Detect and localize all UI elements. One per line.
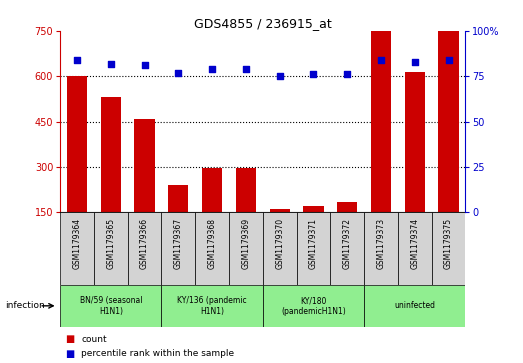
Text: infection: infection xyxy=(5,301,45,310)
Text: count: count xyxy=(81,335,107,344)
Text: GSM1179372: GSM1179372 xyxy=(343,218,352,269)
Bar xyxy=(438,31,459,212)
Text: KY/136 (pandemic
H1N1): KY/136 (pandemic H1N1) xyxy=(177,296,247,315)
Point xyxy=(411,59,419,65)
Point xyxy=(276,73,284,79)
Text: uninfected: uninfected xyxy=(394,301,435,310)
Point xyxy=(445,57,453,63)
Point xyxy=(242,66,250,72)
Text: GSM1179366: GSM1179366 xyxy=(140,218,149,269)
Bar xyxy=(431,212,465,285)
Text: ■: ■ xyxy=(65,334,75,344)
Bar xyxy=(60,212,94,285)
Bar xyxy=(371,31,391,212)
Title: GDS4855 / 236915_at: GDS4855 / 236915_at xyxy=(194,17,332,30)
Point xyxy=(208,66,217,72)
Point xyxy=(140,62,149,68)
Text: GSM1179368: GSM1179368 xyxy=(208,218,217,269)
Bar xyxy=(405,72,425,212)
Bar xyxy=(263,212,297,285)
Text: KY/180
(pandemicH1N1): KY/180 (pandemicH1N1) xyxy=(281,296,346,315)
Bar xyxy=(263,285,364,327)
Bar xyxy=(94,212,128,285)
Bar xyxy=(202,168,222,212)
Text: GSM1179371: GSM1179371 xyxy=(309,218,318,269)
Bar xyxy=(168,185,188,212)
Text: GSM1179373: GSM1179373 xyxy=(377,218,385,269)
Bar xyxy=(162,212,195,285)
Point xyxy=(174,70,183,76)
Point xyxy=(343,72,351,77)
Point xyxy=(377,57,385,63)
Bar xyxy=(229,212,263,285)
Text: percentile rank within the sample: percentile rank within the sample xyxy=(81,350,234,358)
Bar xyxy=(195,212,229,285)
Bar xyxy=(162,285,263,327)
Point xyxy=(309,72,317,77)
Text: ■: ■ xyxy=(65,349,75,359)
Bar xyxy=(297,212,331,285)
Text: GSM1179369: GSM1179369 xyxy=(242,218,251,269)
Bar xyxy=(236,168,256,212)
Bar xyxy=(100,97,121,212)
Bar xyxy=(364,212,398,285)
Text: GSM1179375: GSM1179375 xyxy=(444,218,453,269)
Text: GSM1179365: GSM1179365 xyxy=(106,218,115,269)
Text: GSM1179367: GSM1179367 xyxy=(174,218,183,269)
Bar xyxy=(67,76,87,212)
Text: GSM1179364: GSM1179364 xyxy=(73,218,82,269)
Bar xyxy=(128,212,162,285)
Bar xyxy=(398,212,431,285)
Bar xyxy=(269,209,290,212)
Text: GSM1179374: GSM1179374 xyxy=(411,218,419,269)
Bar xyxy=(60,285,162,327)
Bar xyxy=(337,202,357,212)
Bar xyxy=(331,212,364,285)
Bar xyxy=(134,119,155,212)
Text: BN/59 (seasonal
H1N1): BN/59 (seasonal H1N1) xyxy=(79,296,142,315)
Point xyxy=(73,57,81,63)
Text: GSM1179370: GSM1179370 xyxy=(275,218,284,269)
Bar xyxy=(364,285,465,327)
Point xyxy=(107,61,115,66)
Bar xyxy=(303,206,324,212)
